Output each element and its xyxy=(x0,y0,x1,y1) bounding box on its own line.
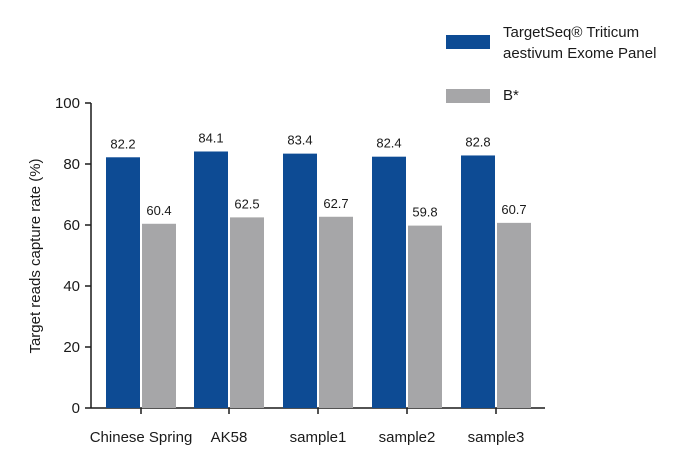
y-tick-label: 100 xyxy=(55,95,80,112)
bar xyxy=(194,151,228,408)
y-axis-title: Target reads capture rate (%) xyxy=(27,158,44,353)
bar-value-label: 82.8 xyxy=(465,134,490,149)
legend-swatch-series-1 xyxy=(446,35,490,49)
legend-label-series-2: B* xyxy=(503,87,519,104)
x-tick-label: AK58 xyxy=(211,429,248,446)
y-tick-label: 60 xyxy=(63,217,80,234)
bar-value-label: 62.5 xyxy=(234,196,259,211)
y-axis: 0 20 40 60 80 100 xyxy=(55,95,92,417)
y-tick-label: 40 xyxy=(63,278,80,295)
bar-labels: 82.2 84.1 83.4 82.4 82.8 60.4 62.5 62.7 59.8 60.7 xyxy=(110,130,526,219)
bars xyxy=(106,151,531,408)
x-tick-label: sample3 xyxy=(468,429,525,446)
bar xyxy=(461,155,495,408)
legend-label-series-1: TargetSeq® Triticum aestivum Exome Panel xyxy=(503,24,657,62)
bar xyxy=(230,217,264,408)
bar xyxy=(497,222,531,408)
bar-value-label: 82.2 xyxy=(110,136,135,151)
bar-value-label: 82.4 xyxy=(376,136,401,151)
x-axis: Chinese Spring AK58 sample1 sample2 sample3 xyxy=(90,407,545,446)
legend: TargetSeq® Triticum aestivum Exome Panel… xyxy=(446,22,686,104)
x-tick-label: sample2 xyxy=(379,429,436,446)
y-tick-label: 0 xyxy=(72,400,80,417)
bar xyxy=(408,225,442,408)
bar-value-label: 62.7 xyxy=(323,196,348,211)
bar xyxy=(319,216,353,408)
bar-value-label: 60.4 xyxy=(146,203,171,218)
bar-value-label: 60.7 xyxy=(501,202,526,217)
y-tick-label: 80 xyxy=(63,156,80,173)
bar-value-label: 83.4 xyxy=(287,133,312,148)
bar xyxy=(283,153,317,408)
bar xyxy=(106,157,140,408)
bar-value-label: 59.8 xyxy=(412,205,437,220)
legend-item-series-1: TargetSeq® Triticum aestivum Exome Panel xyxy=(446,22,686,72)
bar-value-label: 84.1 xyxy=(198,130,223,145)
x-tick-label: sample1 xyxy=(290,429,347,446)
y-tick-label: 20 xyxy=(63,339,80,356)
x-tick-label: Chinese Spring xyxy=(90,429,193,446)
bar xyxy=(142,223,176,408)
bar xyxy=(372,156,406,408)
legend-swatch-series-2 xyxy=(446,89,490,103)
